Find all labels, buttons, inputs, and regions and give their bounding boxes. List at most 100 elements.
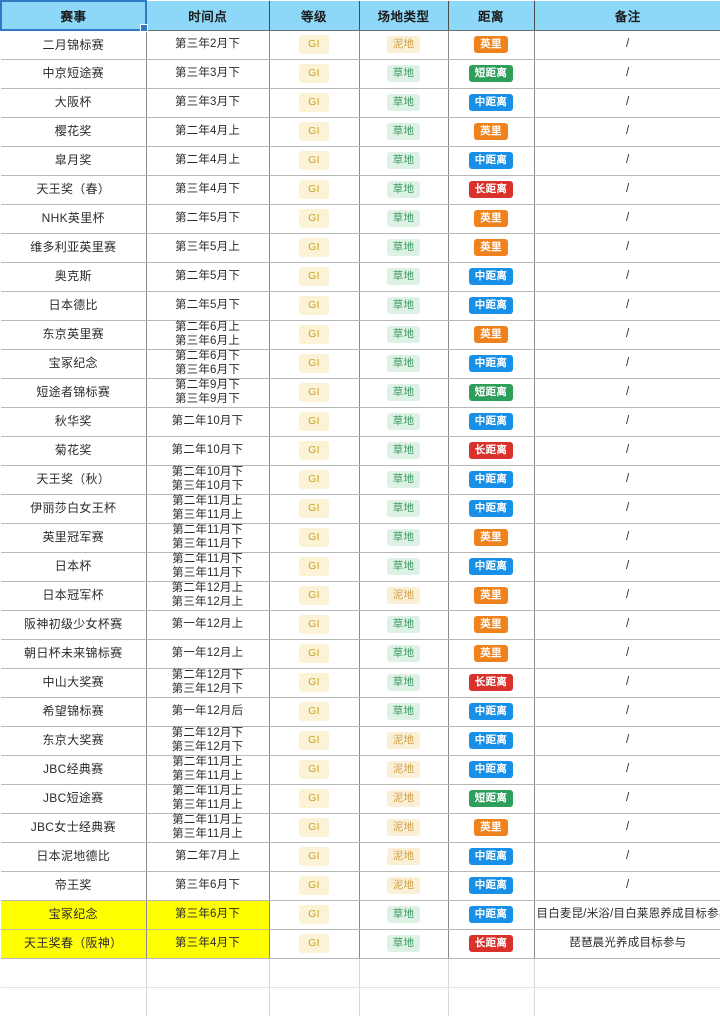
cell-distance[interactable]: 短距离 [448,378,535,408]
cell-distance[interactable]: 短距离 [448,784,535,814]
cell-time-point[interactable]: 第二年11月下 第三年11月下 [146,523,270,553]
cell-grade[interactable]: GI [269,349,360,379]
table-row[interactable]: 中京短途赛 第三年3月下 GI 草地 短距离 / [1,59,720,89]
cell-race-name[interactable]: 日本德比 [1,291,147,321]
table-row[interactable]: 日本德比 第二年5月下 GI 草地 中距离 / [1,291,720,321]
cell-time-point[interactable]: 第二年12月下 第三年12月下 [146,668,270,698]
cell-note[interactable]: / [534,697,720,727]
cell-note[interactable]: / [534,784,720,814]
cell-grade[interactable]: GI [269,30,360,60]
cell-track-type[interactable]: 草地 [359,639,449,669]
table-row[interactable]: 皐月奖 第二年4月上 GI 草地 中距离 / [1,146,720,176]
cell-race-name[interactable]: 菊花奖 [1,436,147,466]
cell-note[interactable]: / [534,523,720,553]
cell-grade[interactable]: GI [269,494,360,524]
cell-race-name[interactable]: 日本杯 [1,552,147,582]
column-header-name[interactable]: 赛事 [0,0,149,33]
cell-track-type[interactable]: 草地 [359,88,449,118]
cell-empty[interactable] [534,987,720,1016]
table-row-empty[interactable] [1,987,720,1016]
cell-note[interactable]: / [534,668,720,698]
cell-time-point[interactable]: 第二年12月上 第三年12月上 [146,581,270,611]
table-row[interactable]: 日本杯 第二年11月下 第三年11月下 GI 草地 中距离 / [1,552,720,582]
cell-race-name[interactable]: 中山大奖赛 [1,668,147,698]
cell-note[interactable]: / [534,320,720,350]
cell-distance[interactable]: 英里 [448,204,535,234]
cell-empty[interactable] [146,987,270,1016]
cell-note[interactable]: / [534,552,720,582]
cell-distance[interactable]: 短距离 [448,59,535,89]
cell-time-point[interactable]: 第三年3月下 [146,88,270,118]
cell-track-type[interactable]: 泥地 [359,726,449,756]
cell-time-point[interactable]: 第二年9月下 第三年9月下 [146,378,270,408]
cell-note[interactable]: / [534,581,720,611]
cell-time-point[interactable]: 第三年6月下 [146,871,270,901]
cell-track-type[interactable]: 草地 [359,436,449,466]
cell-track-type[interactable]: 草地 [359,378,449,408]
cell-track-type[interactable]: 草地 [359,929,449,959]
cell-note[interactable]: / [534,30,720,60]
cell-time-point[interactable]: 第二年4月上 [146,146,270,176]
cell-note[interactable]: / [534,349,720,379]
cell-race-name[interactable]: 大阪杯 [1,88,147,118]
cell-distance[interactable]: 中距离 [448,494,535,524]
cell-note[interactable]: 目白麦昆/米浴/目白莱恩养成目标参与 [534,900,720,930]
cell-track-type[interactable]: 草地 [359,494,449,524]
cell-grade[interactable]: GI [269,581,360,611]
cell-time-point[interactable]: 第二年12月下 第三年12月下 [146,726,270,756]
cell-note[interactable]: / [534,871,720,901]
cell-track-type[interactable]: 草地 [359,552,449,582]
cell-empty[interactable] [269,987,360,1016]
table-row[interactable]: 短途者锦标赛 第二年9月下 第三年9月下 GI 草地 短距离 / [1,378,720,408]
table-row[interactable]: 伊丽莎白女王杯 第二年11月上 第三年11月上 GI 草地 中距离 / [1,494,720,524]
table-row-empty[interactable] [1,958,720,988]
cell-track-type[interactable]: 泥地 [359,784,449,814]
cell-grade[interactable]: GI [269,320,360,350]
cell-distance[interactable]: 中距离 [448,697,535,727]
cell-race-name[interactable]: JBC女士经典赛 [1,813,147,843]
cell-track-type[interactable]: 草地 [359,465,449,495]
table-row[interactable]: NHK英里杯 第二年5月下 GI 草地 英里 / [1,204,720,234]
cell-time-point[interactable]: 第二年10月下 [146,407,270,437]
cell-note[interactable]: / [534,755,720,785]
cell-distance[interactable]: 长距离 [448,668,535,698]
cell-track-type[interactable]: 草地 [359,668,449,698]
cell-track-type[interactable]: 草地 [359,349,449,379]
table-row[interactable]: 二月锦标赛 第三年2月下 GI 泥地 英里 / [1,30,720,60]
cell-note[interactable]: / [534,494,720,524]
table-row[interactable]: 大阪杯 第三年3月下 GI 草地 中距离 / [1,88,720,118]
cell-grade[interactable]: GI [269,813,360,843]
cell-note[interactable]: / [534,175,720,205]
cell-time-point[interactable]: 第一年12月上 [146,639,270,669]
table-row[interactable]: JBC经典赛 第二年11月上 第三年11月上 GI 泥地 中距离 / [1,755,720,785]
cell-distance[interactable]: 中距离 [448,755,535,785]
cell-time-point[interactable]: 第一年12月后 [146,697,270,727]
cell-race-name[interactable]: 希望锦标赛 [1,697,147,727]
cell-time-point[interactable]: 第二年11月上 第三年11月上 [146,784,270,814]
cell-race-name[interactable]: 短途者锦标赛 [1,378,147,408]
cell-race-name[interactable]: 二月锦标赛 [1,30,147,60]
cell-grade[interactable]: GI [269,668,360,698]
cell-note[interactable]: / [534,262,720,292]
cell-grade[interactable]: GI [269,407,360,437]
table-row[interactable]: JBC短途赛 第二年11月上 第三年11月上 GI 泥地 短距离 / [1,784,720,814]
cell-note[interactable]: / [534,436,720,466]
table-row[interactable]: 宝冢纪念 第三年6月下 GI 草地 中距离 目白麦昆/米浴/目白莱恩养成目标参与 [1,900,720,930]
table-row[interactable]: 宝冢纪念 第二年6月下 第三年6月下 GI 草地 中距离 / [1,349,720,379]
cell-grade[interactable]: GI [269,59,360,89]
cell-grade[interactable]: GI [269,784,360,814]
cell-empty[interactable] [448,987,535,1016]
cell-distance[interactable]: 长距离 [448,175,535,205]
cell-race-name[interactable]: JBC短途赛 [1,784,147,814]
cell-distance[interactable]: 中距离 [448,871,535,901]
cell-note[interactable]: / [534,407,720,437]
cell-race-name[interactable]: 天王奖（秋） [1,465,147,495]
cell-empty[interactable] [534,958,720,988]
cell-track-type[interactable]: 草地 [359,146,449,176]
cell-empty[interactable] [1,987,147,1016]
cell-distance[interactable]: 中距离 [448,552,535,582]
cell-grade[interactable]: GI [269,842,360,872]
cell-race-name[interactable]: 帝王奖 [1,871,147,901]
cell-time-point[interactable]: 第二年5月下 [146,291,270,321]
cell-track-type[interactable]: 草地 [359,320,449,350]
